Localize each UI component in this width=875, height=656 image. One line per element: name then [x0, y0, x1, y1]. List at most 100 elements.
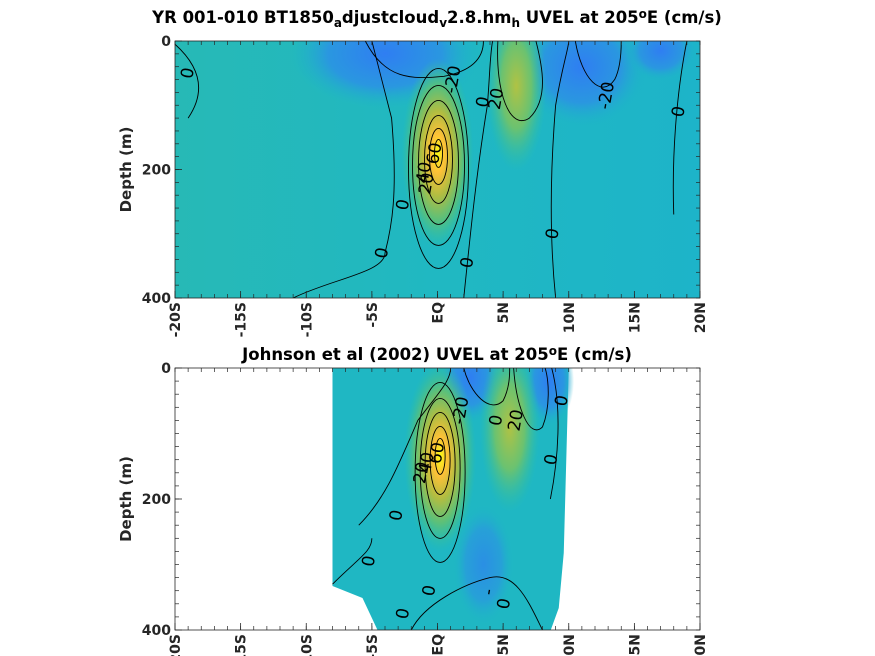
title-segment: YR 001-010 BT1850	[151, 8, 334, 27]
title-segment: o	[639, 7, 647, 21]
contour-neg20-east	[574, 41, 622, 88]
contour-label: -20	[449, 395, 474, 426]
contour-label: -20	[595, 80, 620, 111]
contour-lines	[175, 41, 688, 298]
jet-north-jet	[479, 368, 540, 512]
contour-jet	[424, 411, 456, 517]
contour-label: 0	[358, 554, 380, 568]
contour-jet	[429, 425, 451, 495]
contour-0-east	[549, 368, 559, 500]
contour-neg20	[364, 41, 484, 79]
title-segment: h	[511, 16, 520, 30]
chart-title: Johnson et al (2002) UVEL at 205oE (cm/s…	[241, 344, 632, 364]
contour-label: 0	[551, 394, 573, 408]
jet-undercurrent	[404, 368, 477, 552]
contour-jet	[419, 397, 461, 539]
contour-20	[513, 368, 549, 431]
title-segment: djustcloud	[342, 8, 439, 27]
x-tick-label: -5S	[365, 302, 381, 328]
contour-jet	[434, 138, 443, 168]
contour-jet	[424, 114, 453, 204]
title-segment: 2.8.hm	[447, 8, 511, 27]
y-tick-label: 400	[142, 623, 171, 639]
contour-label: 0	[393, 607, 415, 621]
contour-0-west	[358, 368, 452, 526]
contour-label: 0	[419, 584, 441, 598]
contour-0-mid	[292, 41, 395, 298]
contour-label: 20	[410, 460, 433, 485]
y-tick-label: 0	[161, 361, 171, 377]
deep-westward-current	[453, 504, 514, 625]
contour-label: 0	[486, 413, 508, 427]
x-tick-label: 10N	[562, 634, 578, 656]
x-tick-label: -20S	[168, 634, 184, 656]
x-tick-label: -10S	[299, 634, 315, 656]
jet-north-jet	[486, 41, 547, 171]
contour-label: 0	[177, 66, 199, 80]
axes: -20S -15S -10S -5S EQ 5N 10N 15N 20N0200400Depth…	[117, 361, 709, 656]
x-tick-label: -20S	[168, 302, 184, 337]
contour-label: -	[478, 587, 499, 597]
x-tick-label: -15S	[234, 302, 250, 337]
contour-label: 0	[494, 597, 516, 611]
westward-current-far-east	[625, 41, 696, 81]
contour-label: 0	[473, 95, 495, 109]
contour-label: 60	[423, 141, 446, 166]
contour-label: 20	[485, 86, 508, 111]
contour-label: 20	[505, 408, 528, 433]
title-segment: v	[439, 16, 447, 30]
title-segment: E (cm/s)	[647, 8, 722, 27]
contour-jet	[429, 127, 448, 185]
x-tick-label: 5N	[496, 302, 512, 323]
title-segment: Johnson et al (2002) UVEL at 205	[241, 345, 549, 364]
x-tick-label: EQ	[431, 302, 447, 324]
contour-label: 60	[426, 441, 449, 466]
x-tick-label: -5S	[365, 634, 381, 656]
contour-0-east	[463, 41, 494, 298]
x-tick-label: 5N	[496, 634, 512, 655]
contour-label: 20	[415, 171, 438, 196]
x-tick-label: -10S	[299, 302, 315, 337]
contour-label: -20	[441, 64, 466, 95]
x-minor-ticks	[174, 368, 701, 630]
contour-0-10n	[550, 41, 570, 298]
y-tick-label: 400	[142, 291, 171, 307]
contour-jet	[434, 437, 446, 475]
y-axis-label: Depth (m)	[117, 127, 135, 213]
contour-label: 40	[415, 451, 438, 476]
contour-label: 40	[413, 160, 436, 185]
contour-jet	[418, 99, 459, 225]
contour-label: 0	[457, 256, 479, 270]
title-segment: a	[334, 16, 342, 30]
x-tick-label: 20N	[693, 302, 709, 333]
contour-0-deep-west	[332, 538, 373, 585]
y-tick-label: 200	[142, 492, 171, 508]
y-axis-label: Depth (m)	[117, 456, 135, 542]
title-segment: o	[549, 344, 557, 358]
contour-0-far-east	[672, 41, 688, 215]
contour-label: 0	[386, 508, 408, 522]
y-tick-label: 200	[142, 163, 171, 179]
contour-lines	[332, 368, 559, 630]
contour-jet	[408, 67, 469, 269]
contour-20	[497, 41, 543, 121]
contour-jet	[414, 381, 466, 563]
axes: -20S -15S -10S -5S EQ 5N 10N 15N 20N0200400Depth…	[117, 34, 709, 337]
chart-title: YR 001-010 BT1850adjustcloudv2.8.hmh UVE…	[151, 7, 722, 30]
westward-current-east	[516, 41, 647, 127]
contour-label: 0	[541, 453, 563, 467]
contour-0-deep	[410, 576, 543, 630]
y-tick-label: 0	[161, 34, 171, 50]
contour-label: 0	[668, 105, 690, 119]
contour-label: 0	[372, 246, 394, 260]
contour-jet	[412, 84, 465, 246]
x-tick-label: 15N	[627, 302, 643, 333]
x-tick-label: 20N	[693, 634, 709, 656]
x-tick-label: -15S	[234, 634, 250, 656]
title-segment: E (cm/s)	[557, 345, 632, 364]
contour-neg20	[463, 368, 511, 406]
